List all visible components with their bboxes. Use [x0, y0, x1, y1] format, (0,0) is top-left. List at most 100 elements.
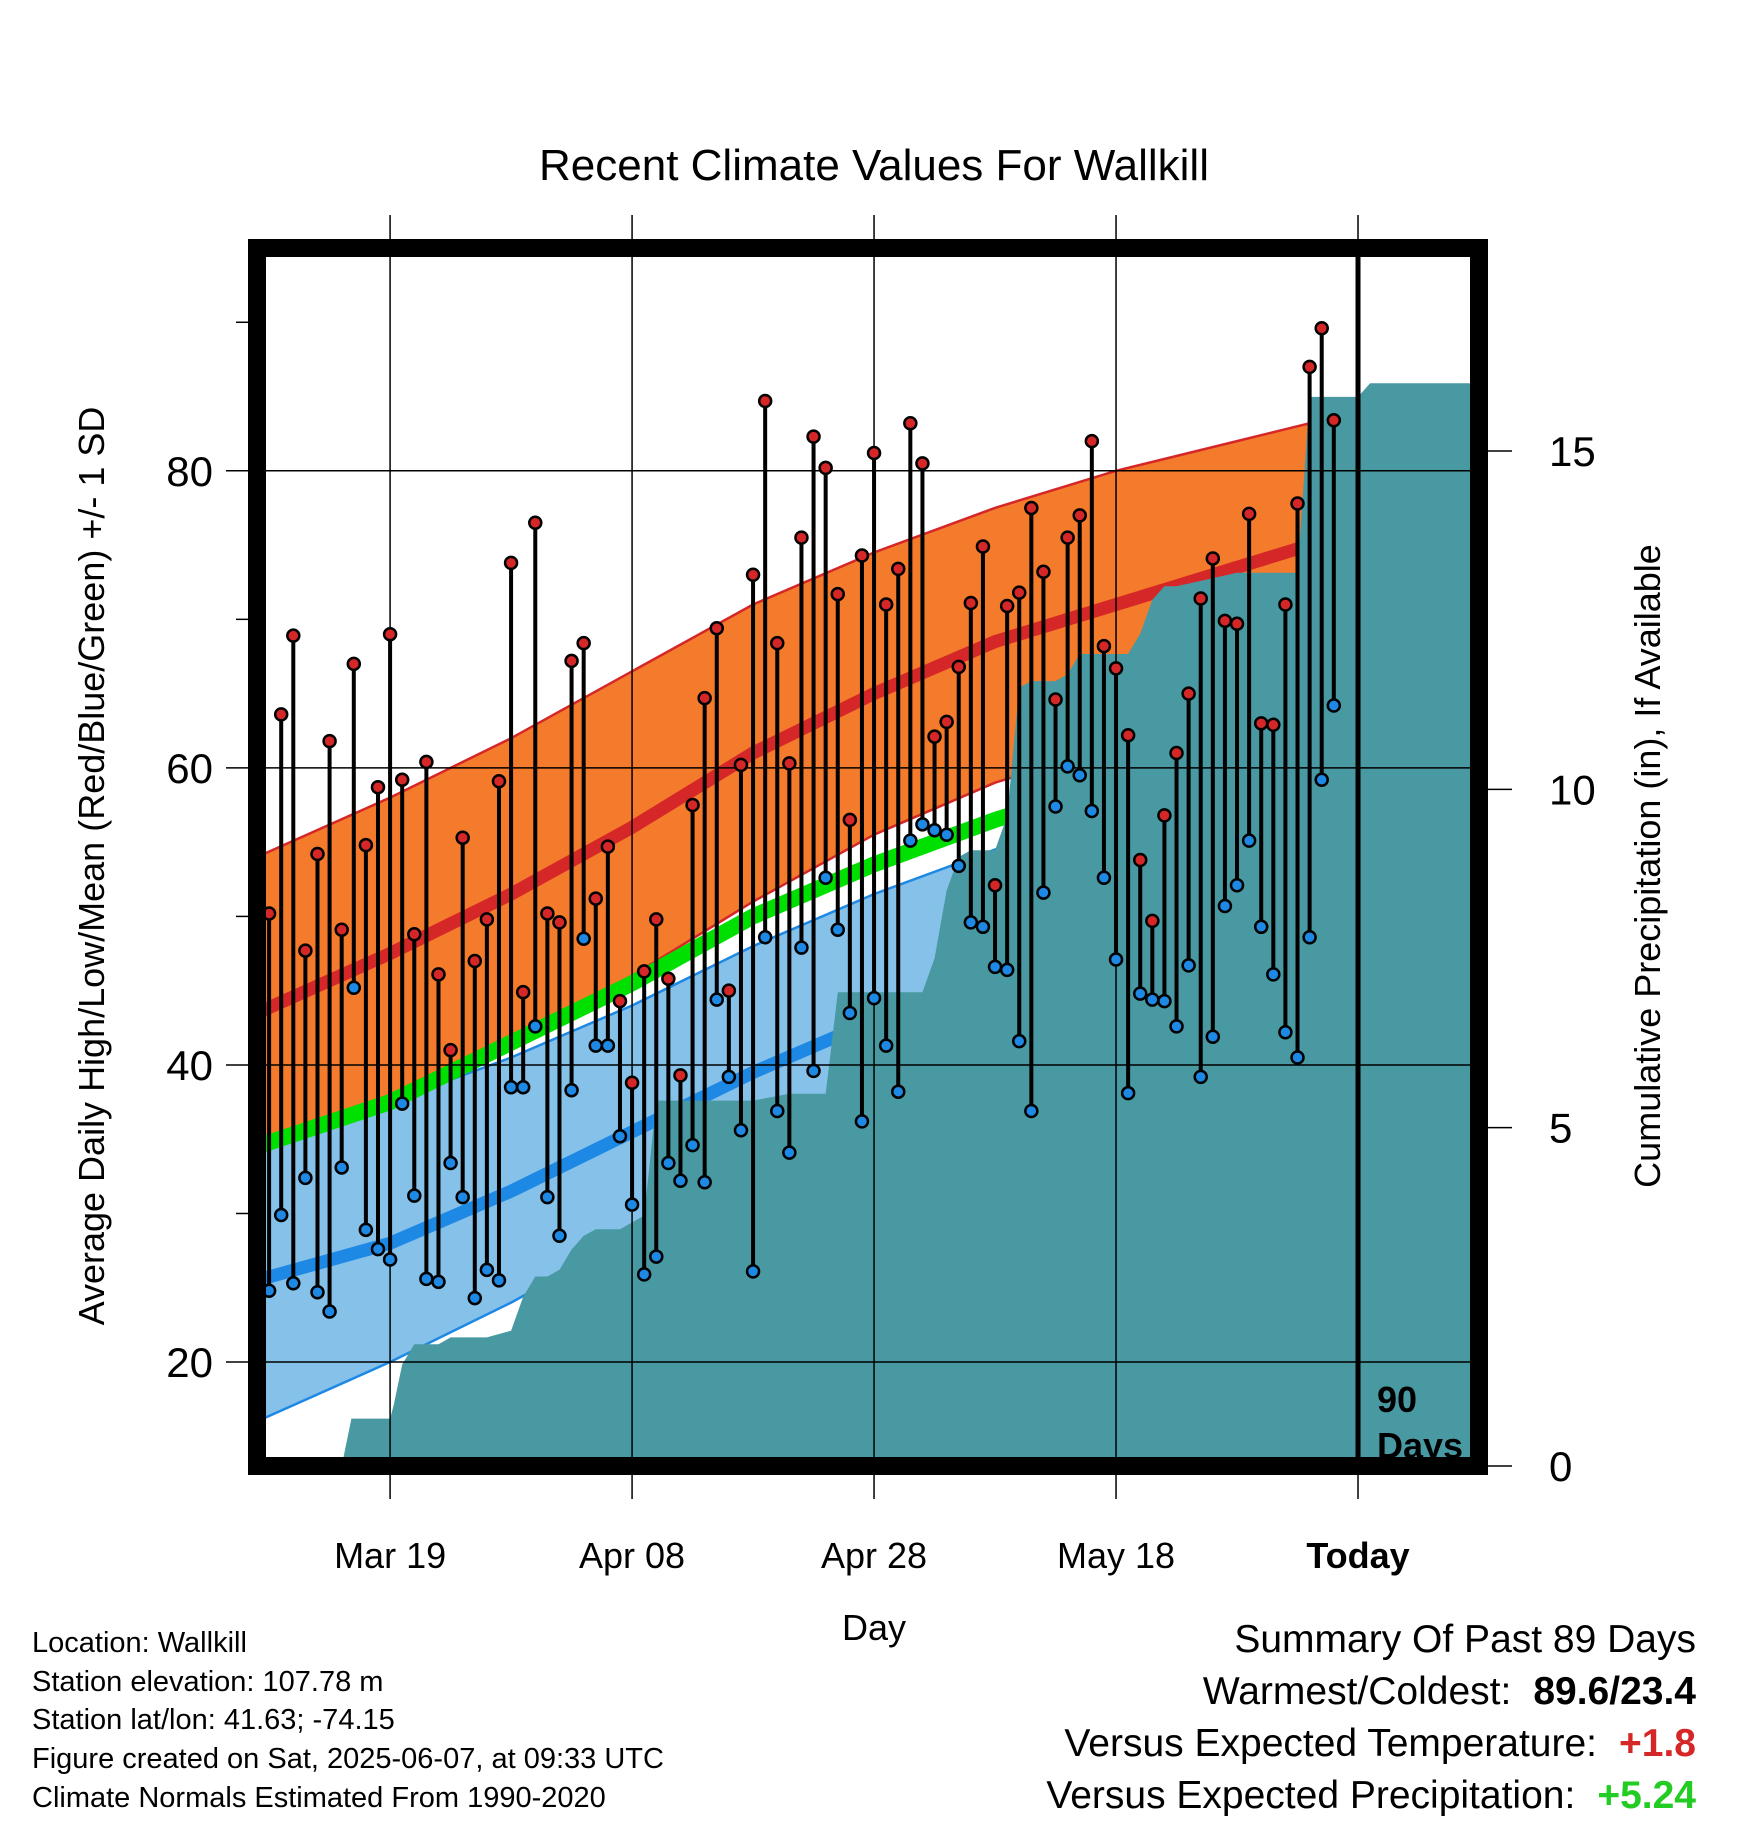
plot-frame: [248, 239, 1488, 1475]
temperature-anomaly-label: Versus Expected Temperature:: [1064, 1722, 1597, 1765]
high-point: [709, 621, 725, 636]
low-point: [975, 919, 991, 935]
low-point: [1145, 992, 1160, 1007]
low-point: [358, 1222, 374, 1238]
low-point: [467, 1290, 483, 1306]
y-tick-label: 20: [166, 1339, 213, 1386]
high-point: [431, 967, 446, 982]
low-point: [540, 1189, 555, 1205]
summary-heading: Summary Of Past 89 Days: [1234, 1618, 1696, 1661]
warmest-coldest-label: Warmest/Coldest:: [1202, 1670, 1512, 1713]
plot-content: [257, 248, 1479, 1466]
low-point: [1157, 993, 1172, 1009]
y-tick-label: 80: [166, 448, 213, 495]
high-point: [987, 877, 1003, 893]
high-point: [1314, 320, 1329, 336]
low-point: [564, 1082, 579, 1098]
today-days-label: Days: [1377, 1425, 1463, 1466]
low-point: [733, 1123, 749, 1138]
low-point: [987, 959, 1003, 975]
high-point: [1205, 551, 1221, 566]
high-point: [1181, 686, 1196, 701]
low-point: [685, 1137, 700, 1153]
low-point: [999, 962, 1015, 978]
low-point: [878, 1038, 894, 1053]
high-point: [1024, 500, 1039, 516]
high-point: [757, 393, 773, 409]
x-tick-label: Apr 28: [821, 1535, 927, 1576]
today-days-number: 90: [1377, 1379, 1417, 1420]
high-point: [661, 971, 676, 987]
high-point: [1302, 359, 1317, 375]
high-point: [273, 707, 289, 722]
low-point: [673, 1173, 688, 1189]
low-point: [1290, 1050, 1305, 1065]
low-point: [1217, 898, 1233, 914]
x-tick-label: Apr 08: [579, 1535, 685, 1576]
high-point: [1157, 808, 1172, 823]
low-point: [1229, 877, 1245, 893]
high-point: [1084, 433, 1100, 449]
high-point: [491, 773, 507, 789]
high-point: [818, 460, 833, 476]
high-point: [1193, 591, 1208, 606]
low-point: [1048, 799, 1063, 814]
latlon-text: Station lat/lon: 41.63; -74.15: [32, 1704, 395, 1736]
low-point: [1205, 1029, 1221, 1044]
high-point: [310, 846, 325, 862]
high-point: [1290, 496, 1305, 511]
high-point: [1011, 585, 1027, 600]
high-point: [564, 653, 579, 669]
low-point: [346, 980, 362, 995]
low-point: [1084, 803, 1100, 819]
low-point: [782, 1145, 797, 1160]
low-point: [1132, 986, 1148, 1001]
high-point: [455, 830, 470, 845]
high-point: [866, 445, 882, 461]
location-text: Location: Wallkill: [32, 1627, 247, 1659]
high-point: [382, 626, 398, 642]
high-point: [479, 912, 495, 927]
high-point: [600, 839, 616, 854]
low-point: [661, 1155, 676, 1171]
y2-axis-label: Cumulative Precipitation (in), If Availa…: [1627, 544, 1668, 1188]
low-point: [1278, 1025, 1293, 1040]
high-point: [346, 656, 362, 672]
low-point: [1253, 919, 1269, 935]
high-point: [370, 779, 386, 795]
low-point: [273, 1207, 289, 1223]
high-point: [358, 837, 374, 853]
low-point: [528, 1019, 543, 1034]
precipitation-anomaly-value: +5.24: [1597, 1774, 1696, 1817]
low-point: [842, 1005, 858, 1021]
high-point: [552, 915, 567, 930]
low-point: [770, 1103, 785, 1119]
low-point: [552, 1228, 567, 1244]
low-point: [636, 1267, 652, 1282]
high-point: [1120, 727, 1136, 743]
high-point: [503, 555, 519, 571]
high-point: [842, 812, 858, 828]
high-point: [1072, 508, 1087, 523]
y2-tick-label: 5: [1549, 1105, 1572, 1152]
high-point: [854, 548, 870, 563]
high-point: [322, 733, 337, 749]
high-point: [540, 906, 555, 921]
high-point: [467, 953, 483, 969]
low-point: [491, 1273, 507, 1288]
low-point: [576, 931, 591, 946]
high-point: [1108, 661, 1124, 676]
high-point: [588, 891, 604, 906]
y-tick-label: 60: [166, 745, 213, 792]
low-point: [709, 992, 725, 1007]
temperature-anomaly-value: +1.8: [1619, 1722, 1696, 1765]
y2-tick-label: 0: [1549, 1443, 1572, 1490]
plot-area: 20 40 60 80 0 5 10 15 Mar 19 Apr 08 Apr 28 May 18 To…: [166, 215, 1596, 1576]
low-point: [286, 1276, 301, 1291]
high-point: [963, 595, 979, 611]
y-tick-label: 40: [166, 1042, 213, 1089]
high-point: [685, 797, 700, 813]
low-point: [1011, 1033, 1027, 1049]
low-point: [890, 1084, 906, 1099]
